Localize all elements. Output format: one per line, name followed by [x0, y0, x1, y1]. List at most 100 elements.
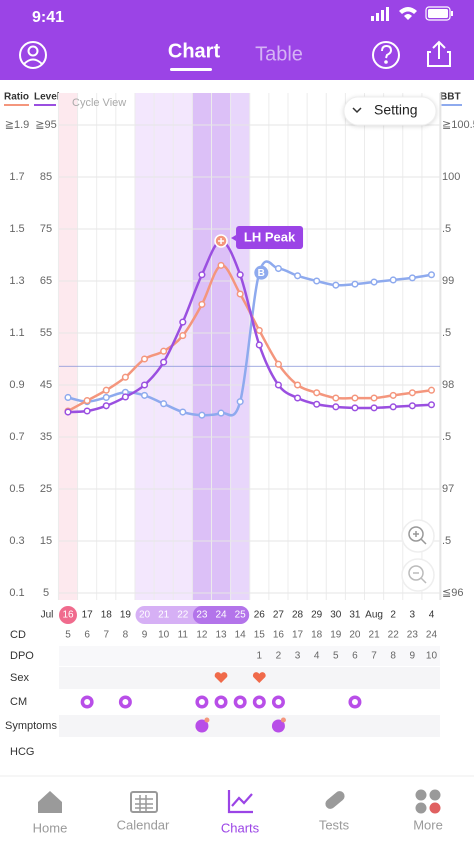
row-value: 16 — [273, 630, 285, 641]
row-value: 5 — [65, 630, 71, 641]
tab-table[interactable]: Table — [255, 43, 303, 65]
level-tick-label: 65 — [40, 275, 52, 287]
ratio-tick-label: 0.7 — [9, 431, 24, 443]
nav-more[interactable]: More — [413, 817, 443, 832]
bbt-tick-label: ≦96 — [442, 587, 463, 599]
bbt-tick-label: .5 — [442, 327, 451, 339]
bbt-marker — [254, 265, 269, 280]
cm-icon-inner — [275, 699, 282, 705]
nav-tests[interactable]: Tests — [319, 817, 350, 832]
data-point — [389, 276, 397, 284]
cycle-rows: Jul 16 17 18 19 20 21 22 23 24 25 26 27 28 29 30 31 Aug 2 3… — [5, 606, 440, 758]
profile-button[interactable] — [19, 41, 47, 69]
period-band — [58, 93, 78, 600]
bbt-tick-label: 99 — [442, 275, 454, 287]
date-label: 28 — [292, 610, 304, 621]
symptom-icon — [271, 719, 285, 733]
level-tick-label: 55 — [40, 327, 52, 339]
data-point — [140, 381, 149, 389]
date-label: Aug — [365, 610, 383, 621]
level-tick-label: 35 — [40, 431, 52, 443]
setting-label: Setting — [374, 102, 418, 118]
ovulation-band — [230, 93, 250, 600]
tab-chart[interactable]: Chart — [168, 40, 221, 62]
header-bg — [0, 0, 474, 80]
data-point — [294, 381, 302, 389]
data-point — [427, 386, 436, 394]
data-point — [160, 347, 168, 355]
help-button[interactable] — [372, 41, 400, 69]
status-icons — [371, 6, 453, 21]
row-value: 12 — [196, 630, 208, 641]
data-point — [408, 389, 416, 397]
data-point — [179, 332, 187, 340]
row-value: 1 — [257, 651, 263, 662]
ratio-tick-label: 1.1 — [9, 327, 24, 339]
sex-heart — [214, 672, 228, 683]
row-value: 5 — [333, 651, 339, 662]
data-point — [294, 272, 302, 280]
date-label: 31 — [349, 610, 361, 621]
date-label: 21 — [158, 610, 170, 621]
data-point — [389, 403, 397, 411]
bbt-tick-label: 97 — [442, 483, 454, 495]
data-point — [351, 394, 359, 402]
row-value: 21 — [369, 630, 381, 641]
data-point — [179, 408, 187, 416]
bbt-tick-label: .5 — [442, 431, 451, 443]
level-tick-label: 15 — [40, 535, 52, 547]
zoom-in-button[interactable] — [401, 519, 435, 553]
data-point — [370, 404, 378, 412]
zoom-out-button[interactable] — [401, 558, 435, 592]
data-point — [408, 402, 416, 410]
data-point — [313, 277, 321, 285]
status-time: 9:41 — [32, 9, 64, 26]
date-label: 26 — [254, 610, 266, 621]
data-point — [274, 264, 282, 273]
symptom-icon — [195, 719, 209, 733]
setting-button[interactable]: Setting — [343, 96, 437, 126]
data-point — [236, 290, 244, 298]
month-label: Jul — [41, 610, 54, 621]
row-value: 7 — [371, 651, 377, 662]
cycle-view-label: Cycle View — [72, 97, 126, 109]
row-bg — [59, 715, 440, 737]
cm-icon-inner — [122, 699, 129, 705]
row-value: 19 — [330, 630, 342, 641]
nav-charts[interactable]: Charts — [221, 820, 260, 835]
plot-area: ≧1.9 1.7 1.5 1.3 1.1 0.9 0.7 0.5 0.3 0.1 ≧95 85 75 65… — [5, 93, 474, 600]
row-value: 10 — [158, 630, 170, 641]
row-value: 23 — [407, 630, 419, 641]
data-point — [351, 280, 359, 288]
level-tick-label: 25 — [40, 483, 52, 495]
data-point — [217, 409, 225, 417]
date-label: 29 — [311, 610, 323, 621]
row-value: 15 — [254, 630, 266, 641]
bbt-tick-label: ≧100.5 — [442, 119, 474, 131]
data-point — [121, 373, 129, 381]
row-value: 24 — [426, 630, 438, 641]
data-point — [160, 400, 168, 408]
share-button[interactable] — [427, 40, 451, 67]
data-point — [179, 318, 187, 326]
data-point — [332, 403, 340, 411]
date-label: 3 — [410, 610, 416, 621]
date-label: 30 — [330, 610, 342, 621]
nav-home[interactable]: Home — [33, 820, 68, 835]
data-point — [370, 394, 378, 402]
ratio-axis-title: Ratio — [4, 92, 29, 103]
data-point — [255, 341, 263, 349]
data-point — [332, 394, 340, 402]
data-point — [102, 386, 110, 394]
date-label: 27 — [273, 610, 285, 621]
date-label: 2 — [390, 610, 396, 621]
level-tick-label: ≧95 — [35, 119, 56, 131]
ratio-tick-label: 0.3 — [9, 535, 24, 547]
tab-underline — [170, 68, 212, 71]
data-point — [370, 278, 378, 286]
date-label: 22 — [177, 610, 189, 621]
nav-calendar[interactable]: Calendar — [117, 817, 170, 832]
row-value: 4 — [314, 651, 320, 662]
ratio-tick-label: 0.5 — [9, 483, 24, 495]
